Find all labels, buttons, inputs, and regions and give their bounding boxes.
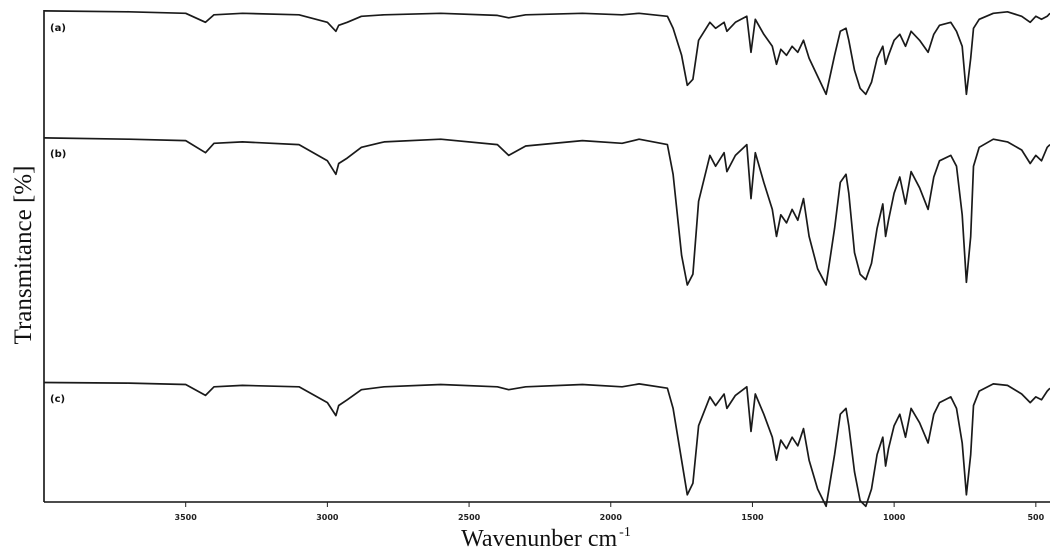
x-axis-ticks: 3500 3000 2500 2000 1500 1000 500 (175, 502, 1045, 522)
x-tick-label-3500: 3500 (175, 513, 198, 522)
series-label-b: (b) (50, 149, 66, 160)
x-axis-title-superscript: -1 (619, 525, 631, 540)
spectrum-trace-b (43, 137, 1050, 286)
spectrum-trace-a (43, 10, 1050, 96)
x-axis-title-text: Wavenunber cm (461, 526, 617, 552)
x-tick-label-500: 500 (1027, 513, 1044, 522)
plot-frame (43, 10, 1050, 503)
x-tick-label-2000: 2000 (600, 513, 623, 522)
series-label-c: (c) (50, 394, 65, 405)
x-axis-title: Wavenunber cm -1 (461, 525, 631, 552)
x-tick-label-1500: 1500 (741, 513, 764, 522)
series-labels: (a) (b) (c) (50, 23, 66, 405)
spectra-traces (43, 10, 1050, 508)
x-tick-label-3000: 3000 (316, 513, 339, 522)
x-tick-label-2500: 2500 (458, 513, 481, 522)
spectrum-trace-c (43, 381, 1050, 508)
series-label-a: (a) (50, 23, 66, 34)
x-tick-label-1000: 1000 (883, 513, 906, 522)
y-axis-title: Transmitance [%] (10, 166, 37, 345)
